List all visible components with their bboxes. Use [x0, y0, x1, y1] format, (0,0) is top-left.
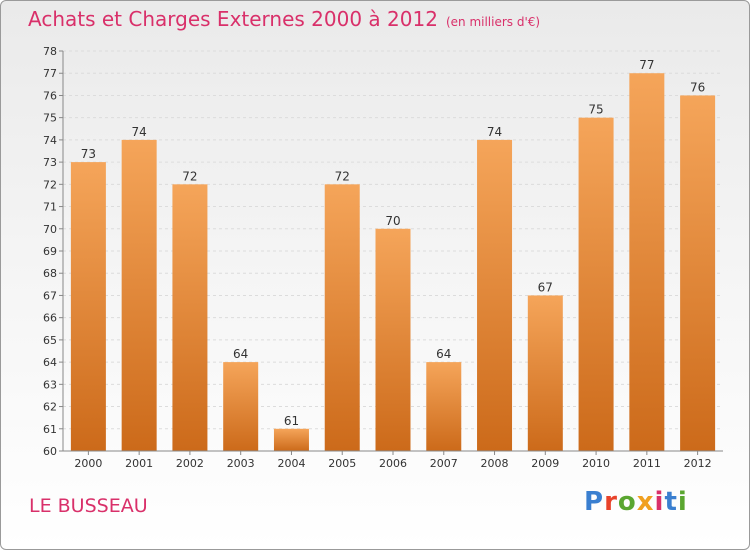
- data-label: 72: [335, 169, 350, 183]
- data-label: 75: [588, 103, 603, 117]
- data-label: 67: [538, 280, 553, 294]
- bar: [121, 139, 157, 451]
- chart-title-text: Achats et Charges Externes 2000 à 2012: [28, 7, 438, 31]
- data-label: 76: [690, 80, 705, 94]
- x-tick-label: 2012: [684, 457, 712, 470]
- data-label: 70: [385, 214, 400, 228]
- bar: [426, 362, 462, 451]
- y-tick-label: 65: [43, 334, 57, 347]
- x-tick-label: 2004: [277, 457, 305, 470]
- x-tick-label: 2006: [379, 457, 407, 470]
- y-tick-label: 67: [43, 289, 57, 302]
- bar: [223, 362, 259, 451]
- x-tick-label: 2005: [328, 457, 356, 470]
- y-tick-label: 61: [43, 423, 57, 436]
- x-tick-label: 2009: [531, 457, 559, 470]
- y-tick-label: 71: [43, 201, 57, 214]
- y-tick-label: 70: [43, 223, 57, 236]
- y-tick-label: 63: [43, 378, 57, 391]
- x-tick-label: 2007: [430, 457, 458, 470]
- x-axis: 2000 2001 2002 2003 2004 2005 2006 2007 2008 2009…: [63, 450, 723, 470]
- y-tick-label: 75: [43, 112, 57, 125]
- y-tick-label: 64: [43, 356, 57, 369]
- logo-letter: t: [664, 487, 678, 517]
- bar: [273, 428, 309, 451]
- bar: [680, 95, 716, 451]
- y-tick-label: 68: [43, 267, 57, 280]
- y-tick-label: 72: [43, 178, 57, 191]
- y-tick-label: 69: [43, 245, 57, 258]
- x-tick-label: 2010: [582, 457, 610, 470]
- x-tick-label: 2011: [633, 457, 661, 470]
- y-tick-label: 76: [43, 89, 57, 102]
- x-tick-label: 2001: [125, 457, 153, 470]
- data-label: 74: [132, 125, 147, 139]
- logo-letter: o: [617, 487, 637, 517]
- y-tick-label: 60: [43, 445, 57, 458]
- chart-unit-note: (en milliers d'€): [445, 15, 541, 29]
- data-label: 64: [436, 347, 451, 361]
- chart-title: Achats et Charges Externes 2000 à 2012 (e…: [28, 7, 540, 31]
- x-tick-label: 2003: [227, 457, 255, 470]
- y-tick-label: 78: [43, 45, 57, 58]
- data-label: 61: [284, 414, 299, 428]
- y-tick-label: 74: [43, 134, 57, 147]
- logo-letter: i: [654, 487, 665, 517]
- logo-letter: r: [604, 487, 618, 517]
- data-label: 73: [81, 147, 96, 161]
- y-tick-label: 77: [43, 67, 57, 80]
- bar: [629, 73, 665, 451]
- bar: [527, 295, 563, 451]
- logo-letter: i: [677, 487, 688, 517]
- logo-letter: x: [636, 487, 655, 517]
- data-label: 64: [233, 347, 248, 361]
- bar: [70, 162, 106, 451]
- data-label: 72: [182, 169, 197, 183]
- x-tick-label: 2008: [481, 457, 509, 470]
- y-tick-label: 62: [43, 401, 57, 414]
- bar: [324, 184, 360, 452]
- y-axis: 60 61 62 63 64 65 66 67 68 69 70 71 72 73 74 75 76 77 78: [43, 45, 64, 458]
- proxiti-logo: Proxiti: [584, 487, 688, 517]
- data-label: 74: [487, 125, 502, 139]
- y-tick-label: 66: [43, 312, 57, 325]
- bars: 73 74 72 64 61 72 70 64 74 67 75 77 76: [70, 58, 716, 452]
- x-tick-label: 2002: [176, 457, 204, 470]
- place-name: LE BUSSEAU: [29, 495, 148, 517]
- bar: [578, 117, 614, 452]
- bar: [477, 139, 513, 451]
- x-tick-label: 2000: [74, 457, 102, 470]
- y-tick-label: 73: [43, 156, 57, 169]
- bar: [375, 228, 411, 451]
- logo-letter: P: [584, 487, 605, 517]
- data-label: 77: [639, 58, 654, 72]
- bar: [172, 184, 208, 452]
